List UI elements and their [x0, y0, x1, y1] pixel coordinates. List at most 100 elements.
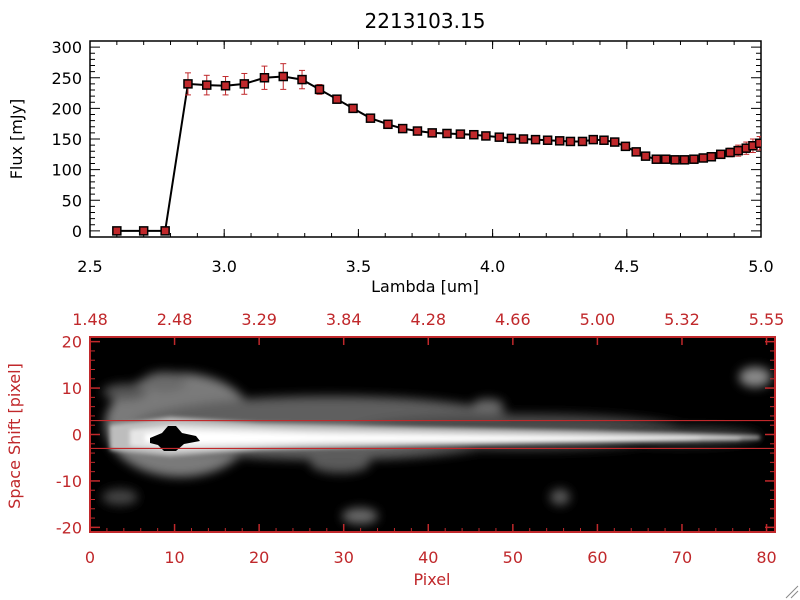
- spectrum-y-tick-label: 200: [51, 99, 82, 118]
- image-y-tick-label: 20: [62, 333, 82, 352]
- spectrum-y-axis-label: Flux [mJy]: [7, 99, 26, 180]
- spectrum-data-point: [494, 132, 505, 142]
- spectrum-series: [112, 63, 761, 236]
- spectrum-x-tick-label: 4.5: [614, 257, 639, 276]
- spectrum-data-point: [698, 153, 709, 163]
- image-top-tick-label: 5.32: [664, 310, 700, 329]
- spectrum-data-point: [631, 147, 641, 157]
- spectrum-data-point: [651, 154, 662, 164]
- spectrum-data-point: [220, 80, 231, 91]
- spectrum-data-point: [427, 128, 437, 138]
- image-top-tick-label: 1.48: [72, 310, 108, 329]
- spectrum-data-point: [455, 129, 466, 139]
- image-y-tick-label: -10: [56, 472, 82, 491]
- image-y-tick-label: -20: [56, 518, 82, 537]
- image-x-tick-label: 0: [85, 548, 95, 567]
- image-top-tick-label: 4.28: [410, 310, 446, 329]
- spectrum-y-tick-label: 0: [72, 222, 82, 241]
- spectrum-data-point: [518, 134, 529, 144]
- spectrum-y-tick-label: 100: [51, 161, 82, 180]
- spectrum-data-point: [332, 94, 342, 104]
- spectrum-x-tick-label: 3.0: [211, 257, 236, 276]
- spectrum-x-tick-label: 2.5: [77, 257, 102, 276]
- spectrum-y-tick-label: 250: [51, 69, 82, 88]
- spectrum-data-point: [599, 135, 609, 145]
- spectrum-data-point: [412, 126, 423, 136]
- spectrum-y-tick-label: 50: [62, 191, 82, 210]
- spectrum-data-point: [565, 136, 576, 147]
- image-top-tick-label: 3.29: [241, 310, 277, 329]
- spectrum-data-point: [670, 155, 680, 165]
- image-x-tick-label: 10: [164, 548, 184, 567]
- spectrum-data-point: [609, 137, 620, 147]
- spectrum-panel: 2213103.15 2.5 3.0 3.5 4.0 4.5 5.0 0 50 100 150 2…: [7, 9, 774, 296]
- spectrum-data-point: [754, 138, 761, 149]
- spectrum-data-point: [138, 226, 149, 236]
- spectrum-data-point: [530, 134, 541, 145]
- spectral-image: [90, 337, 775, 532]
- image-x-ticks: 0 10 20 30 40 50 60 70 80: [85, 524, 777, 567]
- spectrum-data-point: [112, 226, 122, 236]
- spectrum-y-tick-label: 150: [51, 130, 82, 149]
- image-x-tick-label: 20: [249, 548, 269, 567]
- spectrum-data-point: [689, 154, 699, 164]
- extraction-band: [90, 419, 775, 450]
- spectrum-data-point: [679, 155, 690, 165]
- spectrum-x-tick-label: 4.0: [480, 257, 505, 276]
- image-top-tick-label: 3.84: [326, 310, 362, 329]
- spectrum-data-point: [542, 135, 553, 145]
- spectrum-data-point: [365, 113, 376, 123]
- spectrum-data-point: [239, 79, 250, 89]
- spectrum-line: [116, 75, 761, 232]
- image-saturated-core: [150, 426, 200, 451]
- image-y-ticks: -20 -10 0 10 20: [56, 333, 775, 537]
- spectrum-data-point: [383, 119, 393, 130]
- image-x-tick-label: 60: [587, 548, 607, 567]
- image-y-axis-label: Space Shift [pixel]: [5, 363, 24, 509]
- spectrum-data-point: [202, 80, 212, 90]
- image-top-tick-label: 4.66: [495, 310, 531, 329]
- spectrum-data-point: [640, 151, 651, 161]
- image-x-tick-label: 40: [418, 548, 438, 567]
- image-x-tick-label: 80: [756, 548, 776, 567]
- spectrum-data-point: [397, 123, 408, 134]
- spectrum-x-tick-label: 3.5: [346, 257, 371, 276]
- image-top-wavelength-ticks: 1.48 2.48 3.29 3.84 4.28 4.66 5.00 5.32 5.55: [72, 310, 784, 345]
- window-resize-grip[interactable]: [785, 585, 799, 599]
- spectrum-data-point: [314, 84, 325, 95]
- spectrum-data-point: [259, 73, 270, 83]
- image-x-tick-label: 70: [672, 548, 692, 567]
- image-top-tick-label: 5.55: [749, 310, 785, 329]
- image-x-tick-label: 50: [503, 548, 523, 567]
- spectrum-data-point: [660, 154, 671, 164]
- spectrum-data-point: [706, 152, 717, 162]
- spectrum-data-point: [506, 133, 517, 144]
- image-top-tick-label: 2.48: [157, 310, 193, 329]
- chart-title: 2213103.15: [365, 9, 486, 33]
- image-x-axis-label: Pixel: [413, 570, 450, 589]
- spectrum-data-point: [481, 131, 491, 141]
- spectrum-x-axis-label: Lambda [um]: [371, 277, 479, 296]
- spectrum-data-point: [442, 128, 452, 139]
- spectrum-data-point: [725, 147, 735, 158]
- spectrum-data-point: [278, 71, 288, 82]
- spectrum-data-point: [588, 134, 598, 145]
- spectrum-data-point: [733, 145, 743, 156]
- spectrum-data-point: [577, 136, 588, 147]
- spectrum-data-point: [348, 103, 358, 114]
- image-top-tick-label: 5.00: [580, 310, 616, 329]
- image-spectral-trace: [110, 417, 760, 456]
- image-y-tick-label: 0: [72, 426, 82, 445]
- spectrum-data-point: [715, 149, 726, 160]
- spectrum-data-point: [620, 141, 631, 152]
- image-y-tick-label: 10: [62, 379, 82, 398]
- spectrum-plot-frame: [89, 40, 762, 238]
- spectrum-data-point: [297, 74, 307, 85]
- spectrum-x-tick-label: 5.0: [748, 257, 773, 276]
- spectrum-data-point: [183, 79, 193, 89]
- spectrum-data-point: [160, 226, 170, 236]
- spectrum-data-point: [469, 129, 479, 140]
- spectrum-data-point: [554, 136, 565, 146]
- spectral-image-panel: 0 10 20 30 40 50 60 70 80 -20 -10 0 10 20 1.48 2.48 3.…: [5, 310, 784, 589]
